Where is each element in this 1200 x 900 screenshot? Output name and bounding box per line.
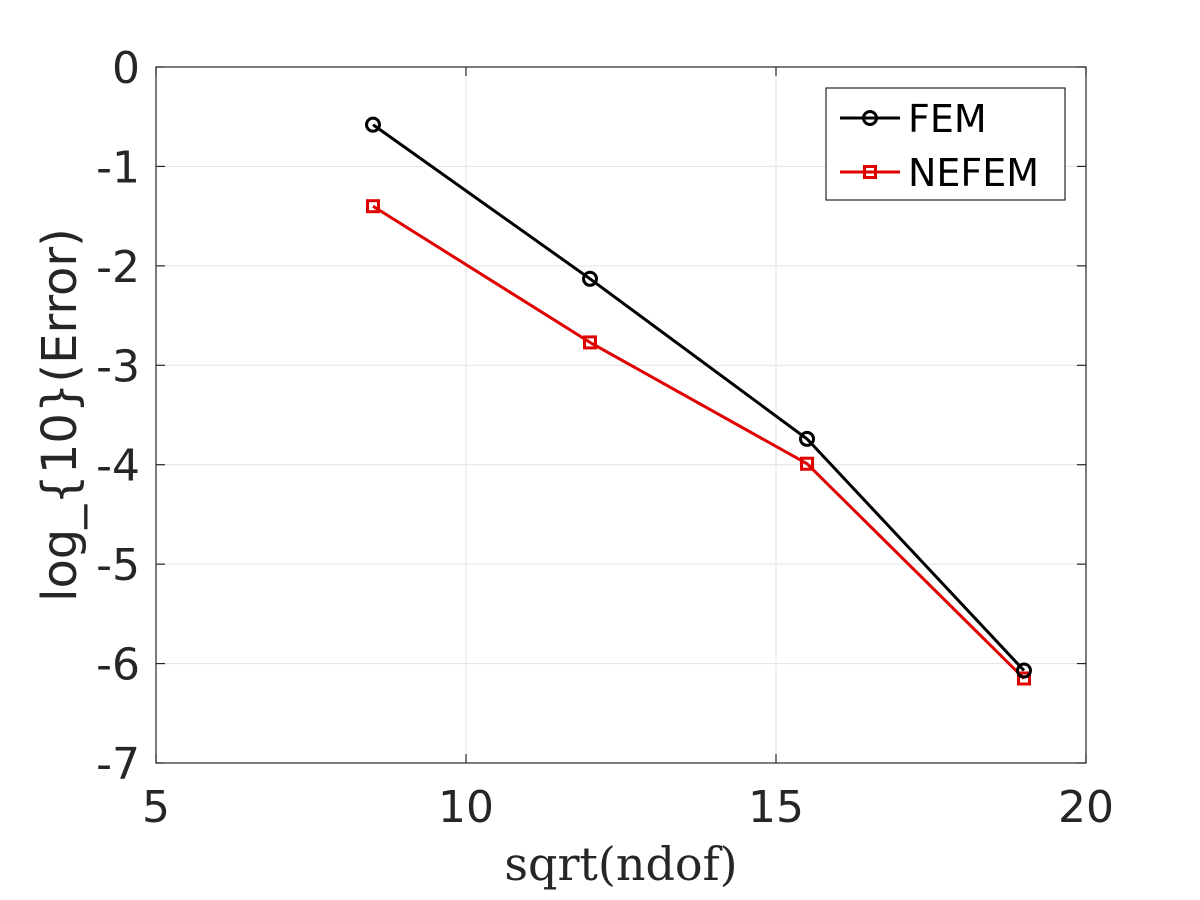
legend-marker bbox=[863, 165, 877, 179]
x-tick-label: 20 bbox=[1058, 782, 1114, 833]
y-tick-label: -3 bbox=[96, 341, 140, 392]
x-tick-label: 15 bbox=[748, 782, 804, 833]
y-tick-label: -5 bbox=[96, 540, 140, 591]
x-axis-label: sqrt(ndof) bbox=[504, 837, 737, 891]
series-nefem bbox=[366, 199, 1031, 686]
legend-label: NEFEM bbox=[908, 151, 1039, 195]
data-point-fem bbox=[582, 270, 598, 287]
series-layer bbox=[365, 116, 1032, 686]
y-tick-label: -2 bbox=[96, 242, 140, 293]
series-line-nefem bbox=[372, 204, 1026, 680]
data-point-nefem bbox=[366, 199, 380, 214]
y-tick-label: -6 bbox=[96, 640, 140, 691]
legend-marker bbox=[862, 110, 878, 126]
data-point-fem bbox=[1016, 662, 1032, 679]
legend-box bbox=[825, 87, 1066, 201]
plot-area bbox=[155, 66, 1087, 764]
y-axis-label: log_{10}(Error) bbox=[32, 228, 88, 602]
y-tick-label: -1 bbox=[96, 142, 140, 193]
data-point-nefem bbox=[1017, 671, 1031, 686]
legend-label: FEM bbox=[908, 97, 987, 141]
x-tick-label: 10 bbox=[438, 782, 494, 833]
data-point-fem bbox=[799, 430, 815, 447]
data-point-nefem bbox=[583, 335, 597, 350]
legend: FEM NEFEM bbox=[825, 87, 1066, 201]
axis-ticks: 5 10 15 20 0 -1 -2 -3 -4 -5 -6 -7 bbox=[96, 43, 1114, 833]
x-tick-label: 5 bbox=[142, 782, 170, 833]
y-tick-label: -7 bbox=[96, 739, 140, 790]
data-point-fem bbox=[365, 116, 381, 133]
series-line-fem bbox=[372, 123, 1026, 672]
y-tick-label: -4 bbox=[96, 441, 140, 492]
data-point-nefem bbox=[800, 456, 814, 471]
series-fem bbox=[365, 116, 1032, 679]
y-tick-label: 0 bbox=[112, 43, 140, 94]
